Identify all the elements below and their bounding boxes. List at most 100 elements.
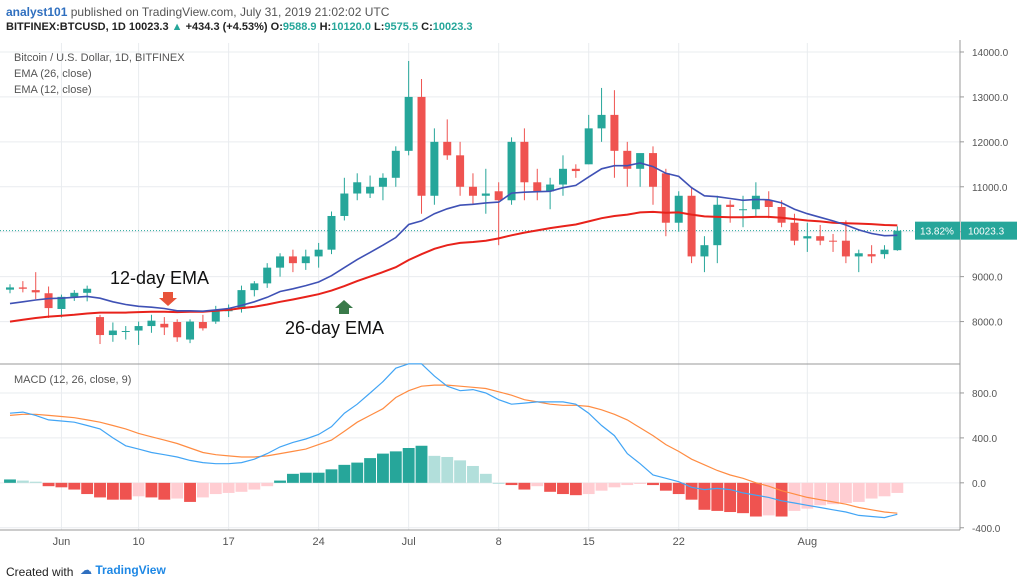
- candle-body: [649, 153, 657, 187]
- ema12-annotation: 12-day EMA: [110, 268, 210, 288]
- open-value: 9588.9: [282, 21, 317, 33]
- candle-body: [584, 128, 593, 165]
- candle-body: [533, 182, 542, 192]
- y-tick-label: 11000.0: [972, 183, 1008, 194]
- macd-histogram-bar: [42, 482, 55, 487]
- macd-histogram-bar: [132, 482, 145, 497]
- macd-histogram-bar: [608, 482, 621, 488]
- candle-body: [314, 249, 323, 257]
- macd-histogram-bar: [852, 482, 865, 502]
- candle-body: [700, 245, 709, 257]
- candle-body: [597, 114, 606, 129]
- candle-body: [173, 322, 182, 338]
- macd-histogram-bar: [467, 465, 479, 483]
- macd-histogram-bar: [814, 482, 827, 506]
- y-tick-label: 14000.0: [972, 48, 1009, 59]
- x-tick-label: 10: [132, 536, 144, 548]
- macd-histogram-bar: [775, 482, 788, 517]
- y-tick-label: 12000.0: [972, 138, 1009, 149]
- cloud-icon: ☁: [80, 563, 92, 577]
- low-value: 9575.5: [384, 21, 419, 33]
- candle-body: [687, 195, 696, 257]
- tradingview-brand: TradingView: [95, 563, 166, 577]
- x-tick-label: 8: [496, 536, 502, 548]
- macd-tick-label: 800.0: [972, 389, 997, 400]
- macd-histogram-bar: [685, 482, 698, 500]
- candle-body: [751, 195, 760, 210]
- macd-histogram-bar: [235, 482, 248, 492]
- macd-histogram-bar: [582, 482, 595, 495]
- candle-body: [571, 168, 580, 172]
- candle-body: [186, 321, 195, 340]
- x-tick-label: Aug: [798, 536, 818, 548]
- high-value: 10120.0: [331, 21, 371, 33]
- x-tick-label: 17: [222, 536, 234, 548]
- macd-tick-label: 400.0: [972, 434, 997, 445]
- macd-histogram-bar: [209, 482, 222, 495]
- candle-body: [880, 249, 889, 255]
- up-arrow-icon: [335, 300, 353, 314]
- candle-body: [610, 114, 619, 151]
- candle-body: [366, 186, 375, 194]
- macd-histogram-bar: [16, 480, 29, 483]
- candle-body: [816, 236, 825, 241]
- x-tick-label: 15: [583, 536, 595, 548]
- last-price-label: 10023.3: [968, 227, 1005, 238]
- macd-histogram-bar: [222, 482, 235, 493]
- macd-histogram-bar: [145, 482, 158, 498]
- macd-histogram-bar: [698, 482, 711, 510]
- candle-body: [44, 293, 53, 309]
- ema26-annotation: 26-day EMA: [285, 318, 385, 338]
- macd-histogram-bar: [196, 482, 209, 498]
- macd-histogram-bar: [878, 482, 891, 497]
- macd-histogram-bar: [261, 482, 274, 487]
- macd-histogram-bar: [672, 482, 685, 495]
- candle-body: [301, 256, 310, 264]
- macd-histogram-bar: [647, 482, 659, 486]
- footer: Created with ☁ TradingView: [0, 559, 1024, 587]
- macd-histogram-bar: [801, 482, 814, 509]
- ema12-legend[interactable]: EMA (12, close): [14, 84, 92, 96]
- price-chart[interactable]: 14000.013000.012000.011000.010000.09000.…: [0, 40, 1024, 559]
- macd-histogram-bar: [171, 482, 184, 499]
- tradingview-logo[interactable]: ☁ TradingView: [80, 563, 166, 577]
- candle-body: [276, 256, 285, 268]
- up-triangle-icon: ▲: [171, 21, 183, 33]
- candle-body: [353, 182, 362, 194]
- down-arrow-icon: [159, 292, 177, 306]
- x-tick-label: Jun: [53, 536, 71, 548]
- candle-body: [404, 96, 413, 151]
- macd-histogram-bar: [184, 482, 196, 502]
- macd-histogram-bar: [788, 482, 801, 511]
- y-tick-label: 13000.0: [972, 93, 1009, 104]
- ema26-legend[interactable]: EMA (26, close): [14, 68, 92, 80]
- macd-histogram-bar: [531, 482, 544, 487]
- candle-body: [456, 155, 465, 187]
- macd-legend[interactable]: MACD (12, 26, close, 9): [14, 374, 132, 386]
- candle-body: [507, 141, 516, 201]
- author-link[interactable]: analyst101: [6, 5, 68, 19]
- candle-body: [263, 267, 272, 284]
- symbol-label[interactable]: BITFINEX:BTCUSD, 1D: [6, 21, 126, 33]
- created-with-text: Created with: [6, 565, 74, 579]
- candle-body: [250, 283, 259, 291]
- pct-change-label: 13.82%: [920, 227, 954, 238]
- macd-histogram-bar: [891, 482, 904, 493]
- candle-body: [211, 311, 220, 322]
- y-tick-label: 8000.0: [972, 318, 1003, 329]
- macd-histogram-bar: [634, 482, 647, 484]
- macd-histogram-bar: [428, 455, 441, 483]
- candle-body: [841, 240, 850, 257]
- candle-body: [520, 141, 529, 183]
- candle-body: [777, 206, 786, 223]
- main-legend[interactable]: Bitcoin / U.S. Dollar, 1D, BITFINEX: [14, 52, 185, 64]
- candle-body: [288, 256, 297, 264]
- candle-body: [713, 204, 722, 246]
- candle-body: [481, 193, 490, 196]
- candle-body: [327, 215, 336, 250]
- candle-body: [764, 200, 773, 207]
- candle-body: [739, 209, 748, 211]
- candle-body: [674, 195, 683, 223]
- candle-body: [134, 326, 143, 331]
- macd-line: [9, 363, 898, 519]
